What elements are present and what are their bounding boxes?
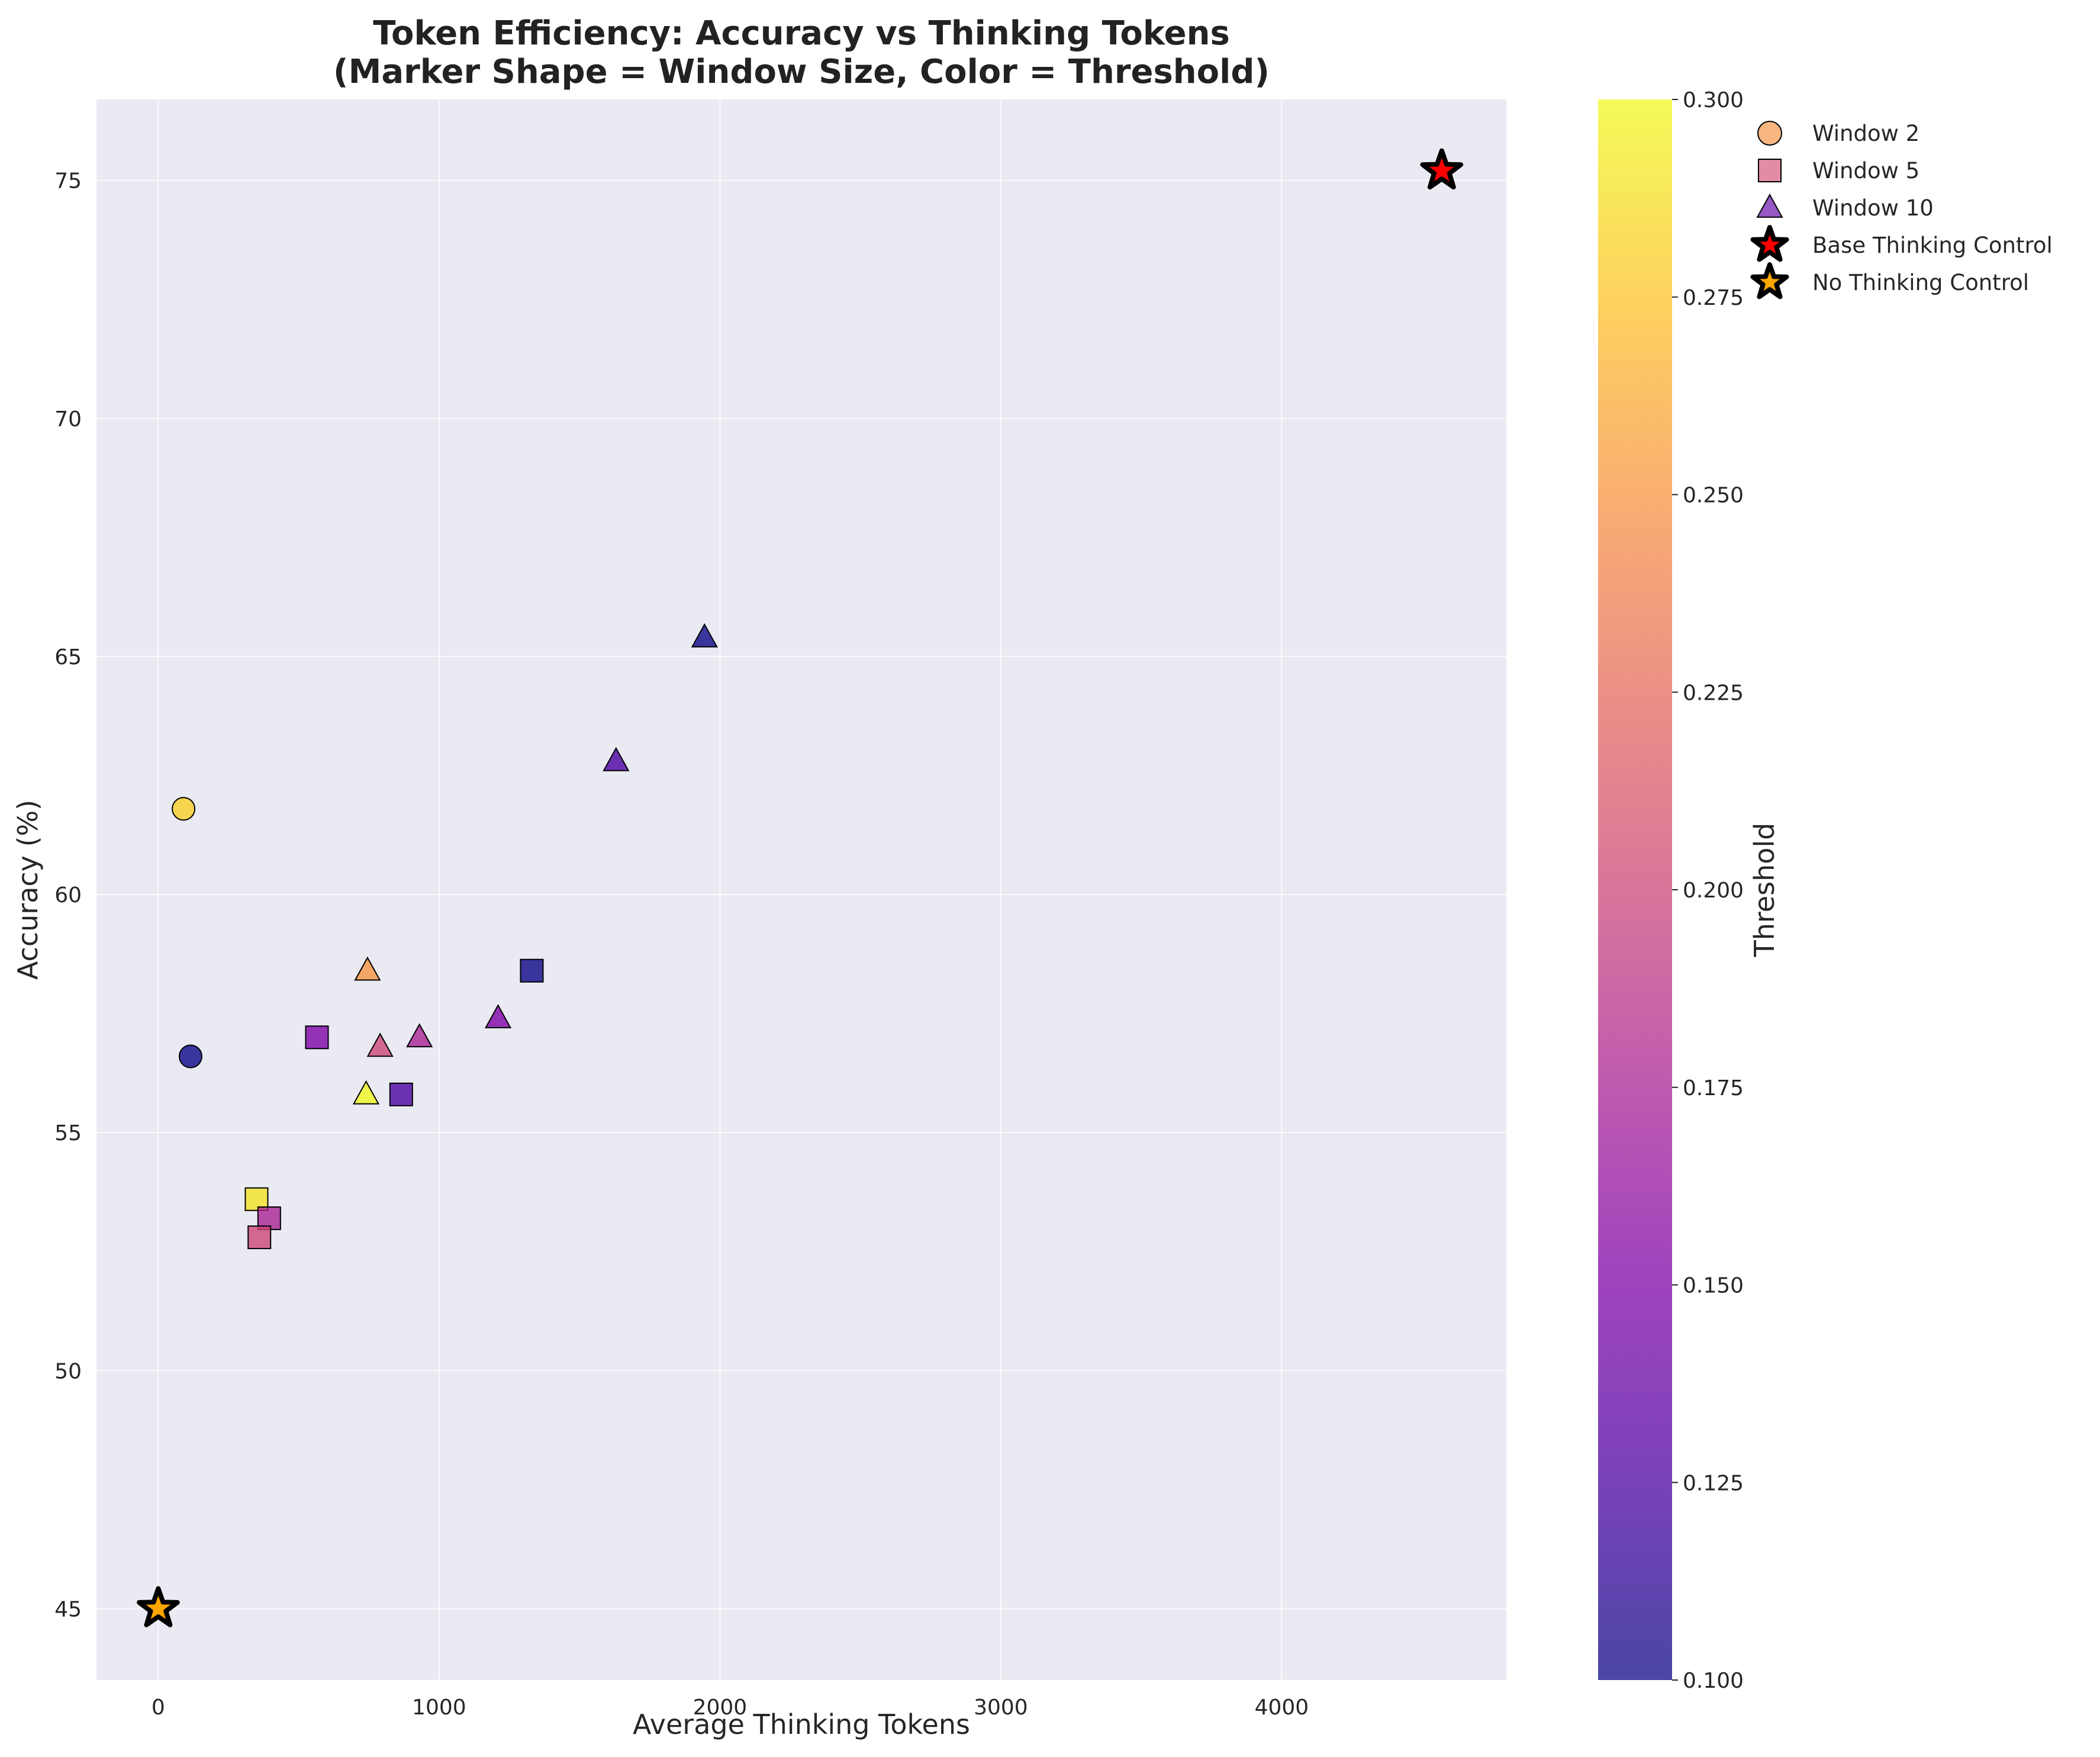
colorbar-tick-label: 0.175 bbox=[1683, 1076, 1744, 1100]
data-point-triangle bbox=[354, 956, 381, 981]
y-tick-label: 70 bbox=[54, 407, 82, 432]
colorbar-label: Threshold bbox=[1748, 823, 1780, 958]
colorbar bbox=[1598, 99, 1672, 1680]
data-point-circle bbox=[178, 1044, 202, 1069]
y-tick-label: 65 bbox=[54, 645, 82, 670]
x-tick-label: 4000 bbox=[1255, 1695, 1309, 1720]
data-point-triangle bbox=[352, 1080, 380, 1105]
legend-marker-star bbox=[1750, 262, 1789, 300]
x-tick-label: 2000 bbox=[693, 1695, 748, 1720]
chart-subtitle: (Marker Shape = Window Size, Color = Thr… bbox=[333, 53, 1270, 91]
y-tick-label: 45 bbox=[54, 1597, 82, 1621]
control-star-point bbox=[1420, 148, 1464, 190]
data-point-triangle bbox=[406, 1023, 433, 1048]
colorbar-tick-label: 0.100 bbox=[1683, 1669, 1744, 1693]
x-tick-label: 1000 bbox=[412, 1695, 466, 1720]
legend-label: Window 10 bbox=[1812, 195, 1934, 221]
legend-label: Window 2 bbox=[1812, 121, 1919, 146]
legend-marker-square bbox=[1758, 159, 1782, 182]
colorbar-tick-label: 0.150 bbox=[1683, 1274, 1744, 1298]
legend-label: No Thinking Control bbox=[1812, 270, 2029, 295]
chart-title: Token Efficiency: Accuracy vs Thinking T… bbox=[373, 14, 1230, 53]
y-tick-label: 55 bbox=[54, 1121, 82, 1145]
data-point-square bbox=[305, 1025, 329, 1050]
y-tick-label: 60 bbox=[54, 883, 82, 908]
colorbar-tick-label: 0.250 bbox=[1683, 484, 1744, 508]
y-tick-label: 50 bbox=[54, 1359, 82, 1383]
data-point-square bbox=[247, 1225, 272, 1250]
legend-label: Window 5 bbox=[1812, 158, 1919, 184]
data-point-triangle bbox=[484, 1004, 512, 1028]
y-axis-label: Accuracy (%) bbox=[12, 800, 44, 980]
legend-marker-circle bbox=[1757, 121, 1782, 146]
colorbar-tick-label: 0.300 bbox=[1683, 88, 1744, 112]
legend-marker-star bbox=[1750, 225, 1789, 262]
colorbar-tick-label: 0.200 bbox=[1683, 878, 1744, 903]
data-point-circle bbox=[172, 797, 196, 821]
data-point-triangle bbox=[691, 623, 718, 648]
data-point-triangle bbox=[366, 1032, 394, 1057]
x-tick-label: 3000 bbox=[974, 1695, 1028, 1720]
plot-area bbox=[96, 99, 1506, 1680]
control-star-point bbox=[137, 1586, 180, 1627]
colorbar-tick-label: 0.225 bbox=[1683, 681, 1744, 705]
x-tick-label: 0 bbox=[152, 1695, 165, 1720]
colorbar-tick-label: 0.275 bbox=[1683, 286, 1744, 310]
y-tick-label: 75 bbox=[54, 169, 82, 194]
data-point-square bbox=[389, 1082, 413, 1106]
legend-label: Base Thinking Control bbox=[1812, 233, 2053, 258]
data-point-square bbox=[520, 958, 544, 983]
legend-marker-triangle bbox=[1756, 193, 1783, 218]
colorbar-tick-label: 0.125 bbox=[1683, 1471, 1744, 1495]
data-point-triangle bbox=[603, 746, 630, 771]
x-axis-label: Average Thinking Tokens bbox=[633, 1708, 970, 1740]
